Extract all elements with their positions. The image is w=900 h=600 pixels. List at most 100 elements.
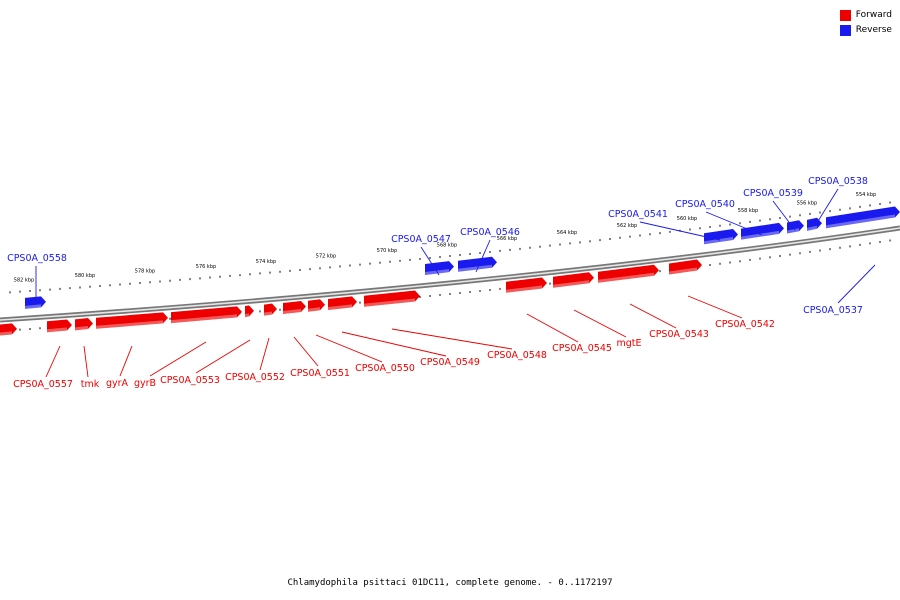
scale-tick-label: 582 kbp — [14, 277, 34, 283]
gene-label-gyrA: gyrA — [106, 378, 129, 389]
gene-label-CPS0A_0546: CPS0A_0546 — [460, 227, 520, 238]
leader-CPS0A_0543 — [629, 303, 677, 329]
gene-CPS0A_0549 — [328, 296, 357, 311]
leader-gyrB — [149, 341, 207, 377]
gene-CPS0A_0548 — [364, 290, 420, 307]
leader-CPS0A_0551 — [293, 336, 319, 367]
gene-label-CPS0A_0549: CPS0A_0549 — [420, 357, 480, 368]
gene-arrow — [308, 299, 325, 312]
scale-tick-label: 556 kbp — [797, 200, 817, 206]
gene-arrow — [283, 300, 306, 314]
scale-tick-label: 560 kbp — [677, 216, 697, 222]
gene-label-CPS0A_0538: CPS0A_0538 — [808, 176, 868, 187]
gene-label-CPS0A_0545: CPS0A_0545 — [552, 343, 612, 354]
gene-shade — [328, 304, 352, 311]
gene-shade — [0, 331, 12, 336]
gene-arrow — [553, 272, 594, 288]
gene-label-gyrB: gyrB — [134, 378, 156, 389]
gene-shade — [245, 313, 249, 318]
gene-shade — [787, 228, 799, 234]
gene-CPS0A_0552 — [264, 303, 277, 316]
legend-reverse: Reverse — [839, 23, 892, 38]
gene-CPS0A_0550 — [308, 299, 325, 312]
leader-CPS0A_0549 — [341, 331, 447, 357]
gene-shade — [704, 236, 733, 245]
gene-arrow — [328, 296, 357, 311]
gene-arrow — [171, 306, 242, 324]
gene-label-CPS0A_0552: CPS0A_0552 — [225, 372, 285, 383]
gene-shade — [264, 311, 272, 316]
gene-label-CPS0A_0550: CPS0A_0550 — [355, 363, 415, 374]
forward-swatch — [839, 10, 851, 21]
gene-shade — [598, 272, 654, 283]
gene-CPS0A_0537 — [826, 206, 900, 229]
gene-arrow — [669, 259, 702, 275]
gene-CPS0A_0541 — [704, 228, 738, 245]
gene-CPS0A_0545 — [506, 277, 547, 293]
gene-arrow — [25, 296, 46, 309]
leader-CPS0A_0541 — [639, 221, 721, 241]
leader-CPS0A_0550 — [315, 334, 383, 363]
scale-tick-label: 580 kbp — [75, 273, 95, 279]
gene-label-CPS0A_0557: CPS0A_0557 — [13, 379, 73, 390]
gene-shade — [75, 326, 88, 331]
leader-CPS0A_0546 — [475, 239, 491, 273]
gene-partial — [0, 323, 17, 336]
gene-tmk — [75, 318, 93, 331]
gene-shade — [553, 280, 589, 288]
gene-label-mgtE: mgtE — [616, 338, 641, 349]
gene-CPS0A_0547 — [425, 261, 454, 275]
gene-CPS0A_0539 — [787, 220, 804, 234]
label-leader-lines — [35, 188, 876, 378]
gene-shade — [364, 298, 415, 307]
gene-CPS0A_0540 — [741, 222, 784, 240]
legend: Forward Reverse — [839, 8, 892, 38]
gene-layer — [0, 206, 900, 336]
reverse-swatch — [839, 25, 851, 36]
gene-label-CPS0A_0541: CPS0A_0541 — [608, 209, 668, 220]
scale-tick-label: 558 kbp — [738, 208, 758, 214]
gene-label-CPS0A_0547: CPS0A_0547 — [391, 234, 451, 245]
scale-tick-label: 574 kbp — [256, 259, 276, 265]
gene-gyrA — [96, 312, 168, 329]
gene-arrow — [704, 228, 738, 245]
gene-shade — [308, 307, 320, 312]
gene-shade — [25, 304, 41, 309]
genome-backbone-highlight — [0, 227, 900, 321]
gene-CPS0A_0542 — [669, 259, 702, 275]
gene-arrow — [0, 323, 17, 336]
gene-shade — [807, 225, 817, 231]
scale-tick-label: 566 kbp — [497, 236, 517, 242]
leader-CPS0A_0552 — [259, 337, 270, 371]
leader-mgtE — [573, 309, 627, 338]
gene-arrow — [458, 256, 497, 272]
leader-CPS0A_0539 — [772, 200, 796, 231]
gene-label-CPS0A_0548: CPS0A_0548 — [487, 350, 547, 361]
leader-CPS0A_0537 — [837, 264, 876, 304]
leader-CPS0A_0542 — [687, 295, 743, 319]
gene-CPS0A_0553 — [245, 305, 254, 318]
genome-caption: Chlamydophila psittaci 01DC11, complete … — [287, 578, 613, 588]
gene-arrow — [506, 277, 547, 293]
gene-shade — [826, 214, 895, 229]
gene-CPS0A_0546 — [458, 256, 497, 272]
gene-arrow — [741, 222, 784, 240]
gene-arrow — [364, 290, 420, 307]
gene-label-CPS0A_0540: CPS0A_0540 — [675, 199, 735, 210]
gene-CPS0A_0543 — [598, 264, 659, 283]
leader-CPS0A_0557 — [45, 345, 61, 378]
gene-mgtE — [553, 272, 594, 288]
gene-shade — [669, 267, 697, 275]
scale-tick-label: 564 kbp — [557, 230, 577, 236]
gene-arrow — [75, 318, 93, 331]
scale-tick-label: 576 kbp — [196, 264, 216, 270]
leader-CPS0A_0545 — [526, 313, 579, 343]
gene-arrow — [787, 220, 804, 234]
gene-gyrB — [171, 306, 242, 324]
gene-shade — [96, 320, 163, 329]
leader-CPS0A_0553 — [195, 339, 251, 374]
gene-shade — [171, 314, 237, 324]
gene-arrow — [826, 206, 900, 229]
scale-tick-label: 554 kbp — [856, 192, 876, 198]
